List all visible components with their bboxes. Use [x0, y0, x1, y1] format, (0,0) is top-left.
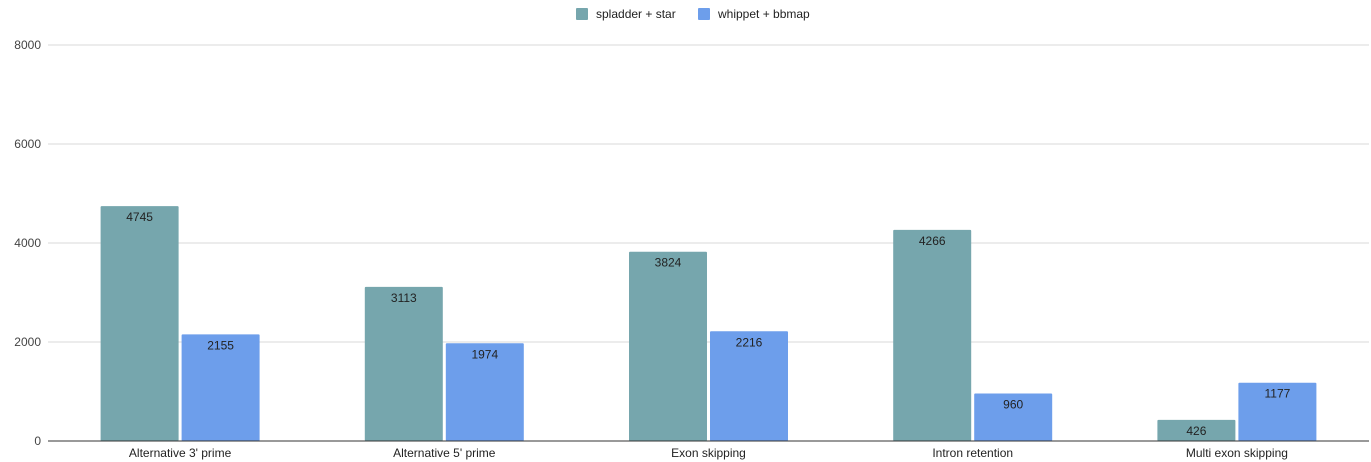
y-tick-label: 0 [34, 434, 41, 448]
data-label: 426 [1186, 424, 1206, 438]
bar [445, 343, 524, 441]
data-label: 2155 [207, 338, 234, 352]
data-label: 4745 [126, 210, 153, 224]
bar [1238, 382, 1317, 441]
x-category-label: Intron retention [932, 446, 1013, 460]
bar [364, 286, 443, 441]
legend-label: whippet + bbmap [717, 7, 810, 21]
bar [181, 334, 260, 441]
bar [710, 331, 788, 441]
bar [974, 393, 1053, 441]
y-tick-label: 8000 [14, 38, 41, 52]
data-label: 3113 [391, 291, 417, 305]
legend-label: spladder + star [596, 7, 676, 21]
x-category-label: Alternative 3' prime [129, 446, 232, 460]
bars [100, 206, 1317, 441]
x-axis-category-labels: Alternative 3' prime Alternative 5' prime… [129, 446, 1288, 460]
data-label: 960 [1003, 397, 1023, 411]
y-tick-label: 6000 [14, 137, 41, 151]
data-label: 3824 [655, 256, 682, 270]
data-label: 2216 [736, 335, 763, 349]
legend-swatch [576, 8, 588, 20]
bar [629, 251, 707, 441]
gridlines [48, 44, 1369, 343]
bar [893, 229, 972, 441]
bar [100, 206, 179, 441]
x-category-label: Exon skipping [671, 446, 746, 460]
data-label: 4266 [919, 234, 946, 248]
y-tick-label: 4000 [14, 236, 41, 250]
bar [1157, 419, 1236, 441]
y-axis-tick-labels: 0 2000 4000 6000 8000 [14, 38, 41, 448]
legend[interactable]: spladder + star whippet + bbmap [576, 7, 810, 21]
y-tick-label: 2000 [14, 335, 41, 349]
data-labels: 4745 2155 3113 1974 3824 2216 4266 960 426 1177 [126, 210, 1290, 438]
data-label: 1974 [471, 347, 498, 361]
data-label: 1177 [1264, 387, 1290, 401]
legend-swatch [698, 8, 710, 20]
x-category-label: Multi exon skipping [1186, 446, 1288, 460]
x-category-label: Alternative 5' prime [393, 446, 496, 460]
